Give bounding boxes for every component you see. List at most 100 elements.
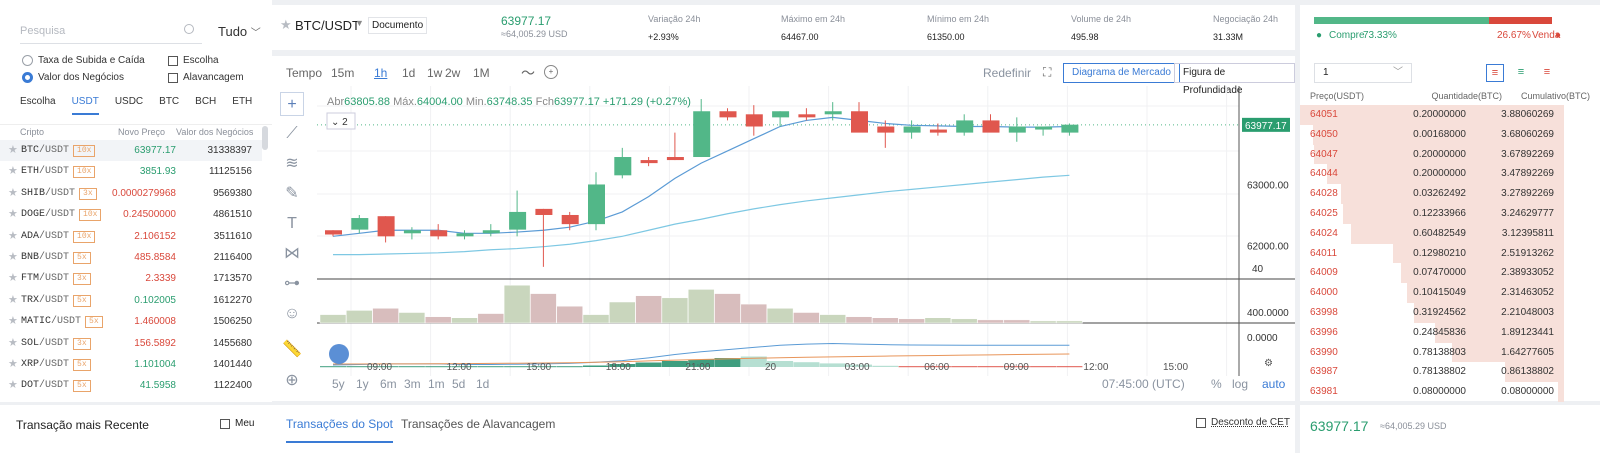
ask-row[interactable]: 63996 0.24845836 1.89123441: [1300, 322, 1564, 343]
reset-button[interactable]: Redefinir: [983, 66, 1032, 80]
range-5d[interactable]: 5d: [452, 377, 466, 391]
ask-row[interactable]: 63990 0.78138803 1.64277605: [1300, 342, 1564, 363]
scrollbar[interactable]: [262, 126, 268, 150]
search-input[interactable]: Pesquisa: [20, 20, 202, 44]
crosshair-icon[interactable]: +: [280, 92, 304, 116]
cet-discount-checkbox[interactable]: Desconto de CET: [1196, 417, 1290, 428]
market-row[interactable]: ★ BNB/USDT 5x 485.8584 2116400: [0, 247, 262, 268]
ask-row[interactable]: 64050 0.00168000 3.68060269: [1300, 124, 1564, 145]
range-5y[interactable]: 5y: [332, 377, 345, 391]
range-1y[interactable]: 1y: [356, 377, 369, 391]
range-3m[interactable]: 3m: [404, 377, 421, 391]
emoji-icon[interactable]: ☺: [283, 305, 301, 322]
market-row[interactable]: ★ SOL/USDT 3x 156.5892 1455680: [0, 333, 262, 354]
pair-quote: /USDT: [39, 294, 70, 306]
ask-row[interactable]: 64051 0.20000000 3.88060269: [1300, 105, 1564, 125]
fullscreen-icon[interactable]: ⛶: [1043, 65, 1052, 79]
tab-margin[interactable]: Transações de Alavancagem: [401, 417, 556, 431]
market-row[interactable]: ★ ADA/USDT 10x 2.106152 3511610: [0, 226, 262, 247]
indicator-icon[interactable]: +: [544, 65, 558, 79]
interval-1d[interactable]: 1d: [402, 66, 416, 80]
star-icon[interactable]: ★: [280, 17, 292, 32]
document-button[interactable]: Documento: [368, 17, 428, 34]
market-row[interactable]: ★ XRP/USDT 5x 1.101004 1401440: [0, 354, 262, 375]
time-axis-label: 21:00: [685, 362, 710, 373]
tab-usdc[interactable]: USDC: [114, 96, 144, 107]
range-1m[interactable]: 1m: [428, 377, 445, 391]
brush-icon[interactable]: ✎: [285, 185, 299, 202]
range-6m[interactable]: 6m: [380, 377, 397, 391]
precision-select[interactable]: 1 ﹀: [1314, 63, 1412, 83]
ask-row[interactable]: 64044 0.20000000 3.47892269: [1300, 164, 1564, 185]
ruler-icon[interactable]: 📏: [282, 341, 302, 358]
tab-usdt[interactable]: USDT: [71, 96, 99, 115]
star-icon[interactable]: ★: [8, 336, 18, 349]
ask-row[interactable]: 64011 0.12980210 2.51913262: [1300, 243, 1564, 264]
auto-scale-toggle[interactable]: auto: [1262, 377, 1286, 391]
pattern-icon[interactable]: ⋈: [284, 245, 300, 262]
star-icon[interactable]: ★: [8, 229, 18, 242]
ask-row[interactable]: 63981 0.08000000 0.08000000: [1300, 382, 1564, 402]
market-row[interactable]: ★ SHIB/USDT 3x 0.0000279968 9569380: [0, 183, 262, 204]
star-icon[interactable]: ★: [8, 250, 18, 263]
star-icon[interactable]: ★: [8, 357, 18, 370]
log-scale-toggle[interactable]: log: [1232, 377, 1249, 391]
market-chart-button[interactable]: Diagrama de Mercado: [1063, 63, 1180, 83]
mine-checkbox[interactable]: Meu: [220, 418, 254, 429]
tab-btc[interactable]: BTC: [159, 96, 180, 107]
range-1d[interactable]: 1d: [476, 377, 490, 391]
interval-1h[interactable]: 1h: [374, 66, 388, 80]
book-bids-icon[interactable]: ≡: [1517, 66, 1525, 78]
book-both-icon[interactable]: ≡: [1486, 64, 1504, 82]
fib-icon[interactable]: ≋: [285, 155, 299, 172]
book-asks-icon[interactable]: ≡: [1543, 66, 1551, 78]
tab-spot[interactable]: Transações do Spot: [286, 417, 393, 443]
pair-quote: /USDT: [39, 166, 70, 178]
star-icon[interactable]: ★: [8, 186, 18, 199]
trendline-icon[interactable]: ⟋: [286, 125, 298, 142]
ask-row[interactable]: 63987 0.78138802 0.86138802: [1300, 362, 1564, 383]
checkbox-choice[interactable]: Escolha: [168, 55, 219, 66]
zoom-in-icon[interactable]: ⊕: [285, 372, 299, 389]
zoom-badge[interactable]: [326, 112, 356, 130]
ask-row[interactable]: 64024 0.60482549 3.12395811: [1300, 223, 1564, 244]
line-style-icon[interactable]: 〜: [521, 65, 535, 81]
star-icon[interactable]: ★: [8, 272, 18, 285]
text-icon[interactable]: T: [287, 215, 297, 232]
market-row[interactable]: ★ TRX/USDT 5x 0.102005 1612270: [0, 290, 262, 311]
ask-row[interactable]: 64009 0.07470000 2.38933052: [1300, 263, 1564, 284]
star-icon[interactable]: ★: [8, 379, 18, 392]
measure-icon[interactable]: ⊶: [284, 275, 300, 292]
market-row[interactable]: ★ ETH/USDT 10x 3851.93 11125156: [0, 161, 262, 182]
percent-scale-toggle[interactable]: %: [1211, 377, 1222, 391]
depth-chart-button[interactable]: Figura de Profundidade: [1174, 63, 1295, 96]
star-icon[interactable]: ★: [8, 208, 18, 221]
tab-escolha[interactable]: Escolha: [20, 96, 56, 107]
ask-row[interactable]: 64025 0.12233966 3.24629777: [1300, 203, 1564, 224]
star-icon[interactable]: ★: [8, 144, 18, 156]
caret-down-icon[interactable]: ▼: [355, 18, 364, 28]
market-row[interactable]: ★ DOGE/USDT 10x 0.24500000 4861510: [0, 204, 262, 225]
interval-2w[interactable]: 2w: [445, 66, 461, 80]
tab-eth[interactable]: ETH: [232, 96, 253, 107]
ask-row[interactable]: 64047 0.20000000 3.67892269: [1300, 144, 1564, 165]
star-icon[interactable]: ★: [8, 315, 18, 328]
filter-dropdown[interactable]: Tudo ﹀: [218, 24, 261, 39]
market-row[interactable]: ★ MATIC/USDT 5x 1.460008 1506250: [0, 311, 262, 332]
checkbox-leverage[interactable]: Alavancagem: [168, 72, 244, 83]
interval-1M[interactable]: 1M: [473, 66, 490, 80]
market-row[interactable]: ★ DOT/USDT 5x 41.5958 1122400: [0, 375, 262, 396]
star-icon[interactable]: ★: [8, 165, 18, 178]
radio-trade-value[interactable]: Valor dos Negócios: [22, 72, 124, 83]
interval-1w[interactable]: 1w: [427, 66, 443, 80]
tab-bch[interactable]: BCH: [195, 96, 217, 107]
market-row[interactable]: ★ FTM/USDT 3x 2.3339 1713570: [0, 268, 262, 289]
candlestick-chart[interactable]: 63000.00 62000.00 63977.17 40 400.0000 0.0000…: [317, 86, 1295, 401]
ask-row[interactable]: 63998 0.31924562 2.21048003: [1300, 302, 1564, 323]
market-row[interactable]: ★ BTC/USDT 10x 63977.17 31338397: [0, 140, 262, 162]
ask-row[interactable]: 64000 0.10415049 2.31463052: [1300, 283, 1564, 303]
radio-rise-fall[interactable]: Taxa de Subida e Caída: [22, 55, 145, 66]
star-icon[interactable]: ★: [8, 293, 18, 306]
interval-15m[interactable]: 15m: [331, 66, 355, 80]
ask-row[interactable]: 64028 0.03262492 3.27892269: [1300, 184, 1564, 204]
